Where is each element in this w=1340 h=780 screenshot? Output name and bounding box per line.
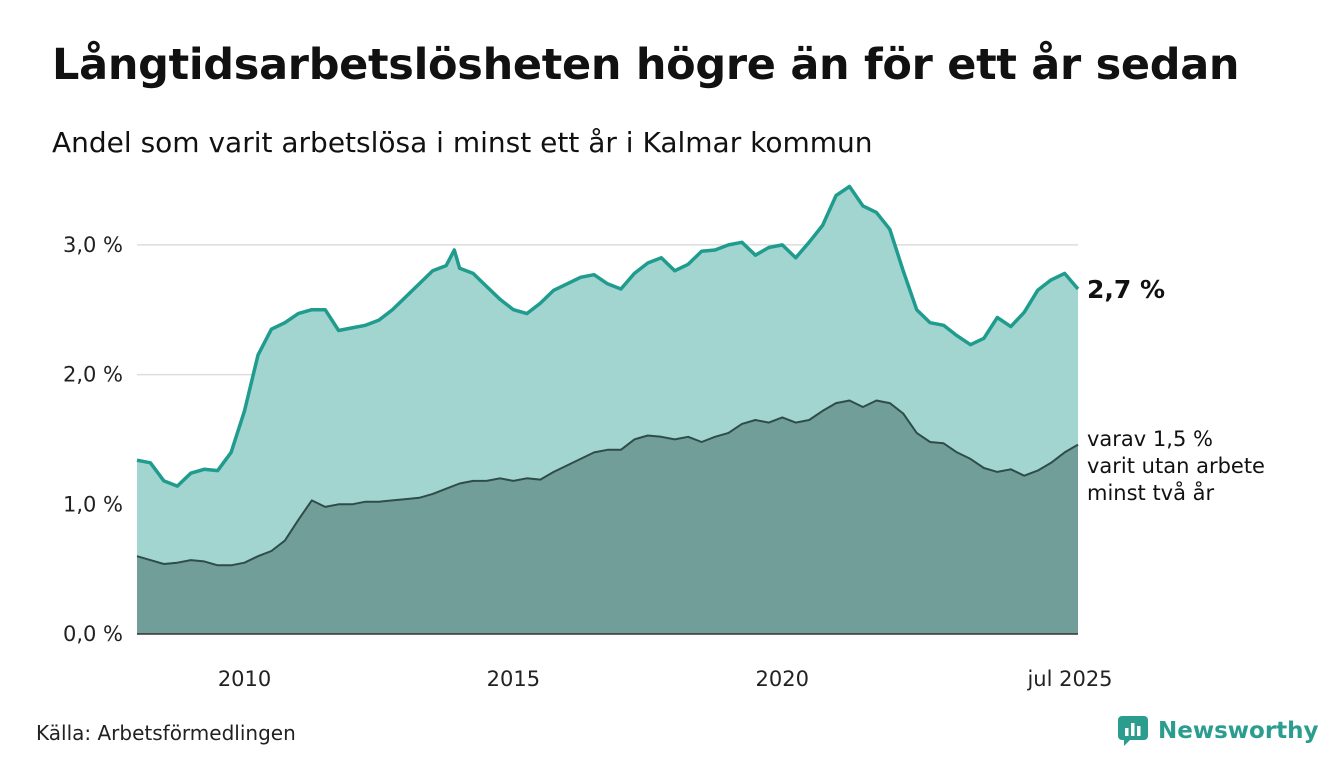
series2-line	[136, 399, 1079, 567]
series1-line	[136, 184, 1080, 488]
x-tick-label-3: jul 2025	[1026, 667, 1112, 691]
x-tick-label-2: 2020	[756, 667, 809, 691]
source-note: Källa: Arbetsförmedlingen	[36, 721, 296, 745]
end-label-series2-line-2: minst två år	[1087, 480, 1215, 505]
chart-areas	[136, 184, 1080, 635]
brand-logo: Newsworthy	[1118, 716, 1319, 746]
x-tick-label-1: 2015	[487, 667, 540, 691]
y-tick-label-1: 1,0 %	[63, 492, 123, 516]
newsworthy-logo-icon	[1118, 716, 1148, 746]
axis-labels: 0,0 % 1,0 % 2,0 % 3,0 % 2010 2015 2020 jul 2025	[63, 233, 1113, 691]
y-tick-label-2: 2,0 %	[63, 363, 123, 387]
y-tick-label-3: 3,0 %	[63, 233, 123, 257]
end-label-series2-line-1: varit utan arbete	[1087, 454, 1265, 478]
x-tick-label-0: 2010	[218, 667, 271, 691]
area-chart: 0,0 % 1,0 % 2,0 % 3,0 % 2010 2015 2020 jul 2025…	[63, 184, 1265, 691]
end-label-series1: 2,7 %	[1087, 275, 1165, 304]
end-label-series2-line-0: varav 1,5 %	[1087, 427, 1213, 451]
chart-title: Långtidsarbetslösheten högre än för ett …	[52, 40, 1240, 90]
brand-name: Newsworthy	[1158, 718, 1319, 744]
chart-subtitle: Andel som varit arbetslösa i minst ett å…	[52, 126, 873, 159]
y-tick-label-0: 0,0 %	[63, 622, 123, 646]
series2-area	[137, 400, 1078, 634]
